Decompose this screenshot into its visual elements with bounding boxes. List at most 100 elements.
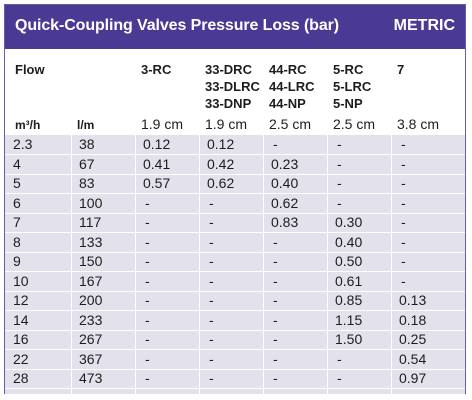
- row-divider: [5, 251, 465, 253]
- column-divider: [263, 135, 264, 394]
- table-cell: 0.83: [271, 214, 299, 230]
- unit-label: METRIC: [393, 17, 455, 34]
- col-heading-line: 33-DNP: [205, 96, 252, 111]
- table-cell: 0.85: [335, 292, 363, 308]
- col-heading-line: 44-LRC: [269, 79, 315, 94]
- table-row: 12 200 - - - 0.85 0.13: [5, 292, 465, 311]
- table-cell: -: [209, 331, 214, 347]
- table-cell: 1.15: [335, 311, 363, 328]
- table-cell: 267: [79, 331, 103, 347]
- table-cell: -: [145, 194, 150, 211]
- table-cell: -: [273, 136, 278, 152]
- col-heading-5: 5-RC 5-LRC 5-NP: [333, 61, 371, 112]
- table-cell: -: [273, 350, 278, 367]
- table-cell: 0.62: [207, 175, 235, 191]
- table-row: 2.3 38 0.12 0.12 - - -: [5, 136, 465, 155]
- size-44: 2.5 cm: [269, 116, 312, 132]
- table-cell: 12: [13, 292, 29, 308]
- table-cell: -: [273, 370, 278, 386]
- table-cell: 117: [79, 214, 102, 230]
- table-cell: 200: [79, 292, 103, 308]
- table-cell: -: [145, 233, 150, 250]
- table-cell: -: [273, 292, 278, 308]
- table-cell: -: [145, 331, 150, 347]
- table-cell: 150: [79, 253, 103, 269]
- flow-heading: Flow: [15, 62, 45, 77]
- table-cell: 67: [79, 155, 95, 172]
- table-cell: 0.42: [207, 155, 235, 172]
- table-cell: -: [209, 253, 214, 269]
- size-7: 3.8 cm: [397, 116, 440, 132]
- table-cell: -: [273, 311, 278, 328]
- table-cell: -: [145, 214, 150, 230]
- col-heading-33d: 33-DRC 33-DLRC 33-DNP: [205, 61, 260, 112]
- table-cell: -: [209, 370, 214, 386]
- table-cell: 14: [13, 311, 29, 328]
- table-cell: -: [401, 155, 406, 172]
- table-cell: 100: [79, 194, 103, 211]
- table-cell: 0.50: [335, 253, 363, 269]
- table-cell: 1.50: [335, 331, 363, 347]
- table-cell: 8: [13, 233, 21, 250]
- table-row: 5 83 0.57 0.62 0.40 - -: [5, 175, 465, 194]
- table-cell: -: [401, 214, 406, 230]
- table-cell: 0.40: [335, 233, 363, 250]
- table-cell: 10: [13, 272, 29, 289]
- table-cell: 0.23: [271, 155, 299, 172]
- table-cell: -: [209, 214, 214, 230]
- table-row: 6 100 - - 0.62 - -: [5, 194, 465, 214]
- table-row: 14 233 - - - 1.15 0.18: [5, 311, 465, 331]
- table-cell: 473: [79, 370, 103, 386]
- table-cell: -: [401, 272, 406, 289]
- col-heading-line: 7: [397, 62, 405, 77]
- row-divider: [5, 173, 465, 175]
- table-cell: 233: [79, 311, 103, 328]
- row-divider: [5, 212, 465, 214]
- table-cell: 2.3: [13, 136, 33, 152]
- row-divider: [5, 388, 465, 389]
- unit-m3h: m³/h: [15, 118, 41, 132]
- table-cell: 83: [79, 175, 95, 191]
- table-cell: -: [209, 292, 214, 308]
- col-heading-44: 44-RC 44-LRC 44-NP: [269, 61, 315, 112]
- column-divider: [327, 135, 328, 394]
- col-heading-line: 33-DLRC: [205, 79, 260, 94]
- table-cell: 133: [79, 233, 103, 250]
- table-cell: 0.54: [399, 350, 427, 367]
- table-cell: -: [209, 350, 214, 367]
- table-cell: -: [401, 233, 406, 250]
- row-divider: [5, 368, 465, 370]
- table-row: 8 133 - - - 0.40 -: [5, 233, 465, 253]
- table-row: 28 473 - - - - 0.97: [5, 370, 465, 389]
- table-cell: 4: [13, 155, 21, 172]
- row-divider: [5, 154, 465, 155]
- table-cell: -: [145, 292, 150, 308]
- table-cell: -: [209, 311, 214, 328]
- table-cell: 0.40: [271, 175, 299, 191]
- row-divider: [5, 193, 465, 194]
- table-cell: 28: [13, 370, 29, 386]
- table-cell: -: [337, 155, 342, 172]
- table-cell: -: [337, 370, 342, 386]
- table-cell: -: [337, 194, 342, 211]
- table-cell: -: [145, 370, 150, 386]
- pressure-loss-table: Quick-Coupling Valves Pressure Loss (bar…: [4, 4, 466, 394]
- table-row: 9 150 - - - 0.50 -: [5, 253, 465, 272]
- table-cell: 0.61: [335, 272, 363, 289]
- table-cell: 0.30: [335, 214, 363, 230]
- column-divider: [391, 135, 392, 394]
- table-cell: 6: [13, 194, 21, 211]
- col-heading-line: 5-NP: [333, 96, 363, 111]
- col-heading-7: 7: [397, 61, 404, 78]
- table-cell: -: [337, 175, 342, 191]
- table-cell: 0.25: [399, 331, 427, 347]
- table-cell: -: [337, 350, 342, 367]
- col-heading-line: 5-LRC: [333, 79, 372, 94]
- table-title: Quick-Coupling Valves Pressure Loss (bar…: [15, 17, 340, 34]
- table-cell: 5: [13, 175, 21, 191]
- table-cell: -: [401, 136, 406, 152]
- table-cell: -: [145, 350, 150, 367]
- table-cell: 0.62: [271, 194, 299, 211]
- row-divider: [5, 232, 465, 233]
- column-divider: [71, 135, 72, 394]
